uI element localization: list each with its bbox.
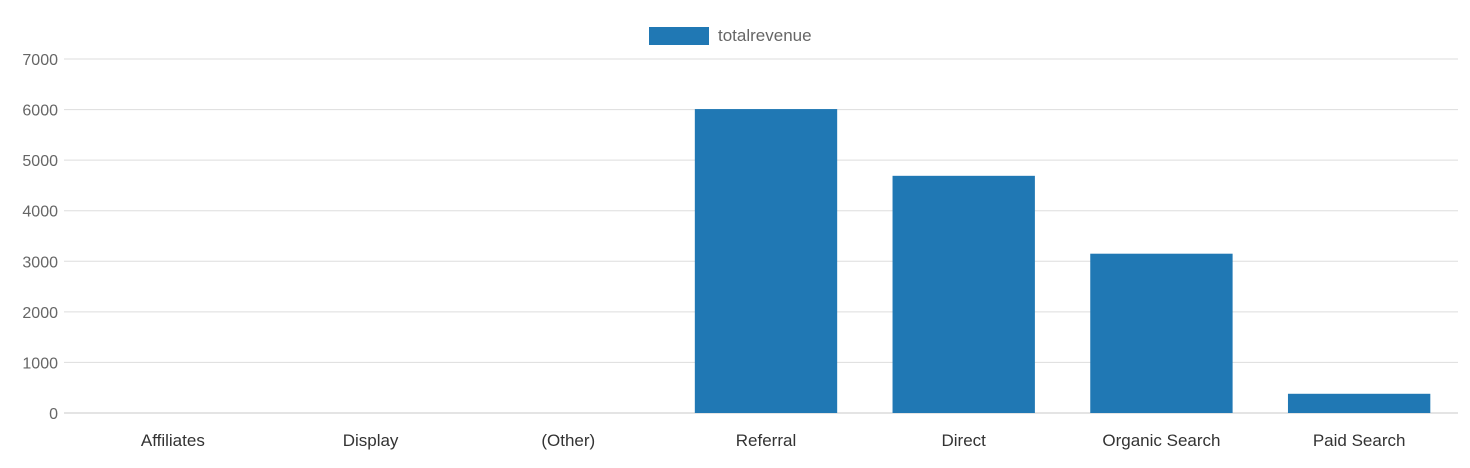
y-tick-label: 3000 <box>22 254 58 271</box>
legend[interactable]: totalrevenue <box>649 26 812 45</box>
y-tick-label: 5000 <box>22 153 58 170</box>
bar-direct[interactable] <box>892 175 1035 413</box>
y-tick-label: 0 <box>49 406 58 423</box>
y-tick-label: 7000 <box>22 52 58 69</box>
y-tick-label: 2000 <box>22 305 58 322</box>
x-tick-label: (Other) <box>541 431 595 450</box>
x-tick-label: Paid Search <box>1313 431 1406 450</box>
y-tick-label: 4000 <box>22 204 58 221</box>
bar-organic-search[interactable] <box>1090 253 1233 413</box>
bar-referral[interactable] <box>694 109 838 414</box>
x-tick-label: Organic Search <box>1102 431 1220 450</box>
y-axis-ticks: 0 1000 2000 3000 4000 5000 6000 7000 <box>22 52 58 423</box>
bar-paid-search[interactable] <box>1287 393 1431 413</box>
legend-label: totalrevenue <box>718 26 812 45</box>
x-axis-labels: Affiliates Display (Other) Referral Direct Or… <box>141 431 1406 450</box>
bars <box>694 109 1431 414</box>
x-tick-label: Affiliates <box>141 431 205 450</box>
x-tick-label: Direct <box>942 431 987 450</box>
y-tick-label: 6000 <box>22 103 58 120</box>
x-tick-label: Display <box>343 431 399 450</box>
y-tick-label: 1000 <box>22 355 58 372</box>
legend-swatch <box>649 27 709 45</box>
x-tick-label: Referral <box>736 431 796 450</box>
